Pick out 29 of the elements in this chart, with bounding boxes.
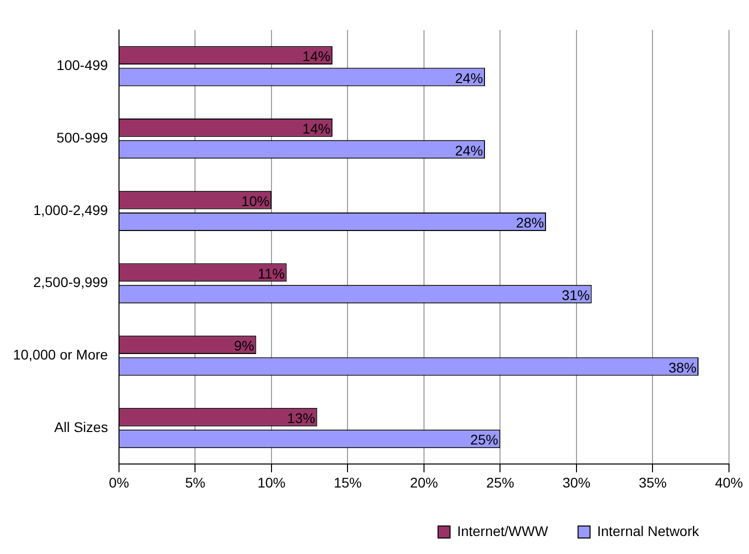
data-label: 38% [668,359,696,376]
y-tick-label: 500-999 [56,129,108,146]
data-label: 10% [241,192,270,209]
y-tick-label: All Sizes [54,418,108,435]
data-label: 9% [234,338,254,354]
x-tick-label: 25% [486,474,514,490]
data-label: 24% [454,142,483,158]
x-tick-label: 5% [185,474,206,490]
y-tick-label: 100-499 [56,57,108,74]
data-label: 24% [454,70,483,86]
x-tick-label: 15% [334,474,362,490]
data-label: 14% [302,120,330,137]
legend-label: Internal Network [597,522,700,539]
data-label: 25% [470,432,498,448]
x-tick-label: 20% [410,474,438,490]
legend-label: Internet/WWW [457,522,549,539]
x-tick-label: 35% [638,474,667,490]
y-tick-label: 1,000-2,499 [33,202,108,218]
x-tick-label: 40% [714,474,744,490]
x-tick-label: 0% [108,474,130,490]
y-tick-label: 2,500-9,999 [33,274,108,290]
data-label: 13% [287,410,316,426]
x-tick-label: 30% [562,474,590,490]
y-tick-label: 10,000 or More [12,346,108,363]
data-label: 14% [302,48,330,64]
x-tick-label: 10% [257,474,286,490]
data-label: 11% [258,265,285,282]
data-label: 28% [516,214,544,231]
data-label: 31% [562,287,590,303]
